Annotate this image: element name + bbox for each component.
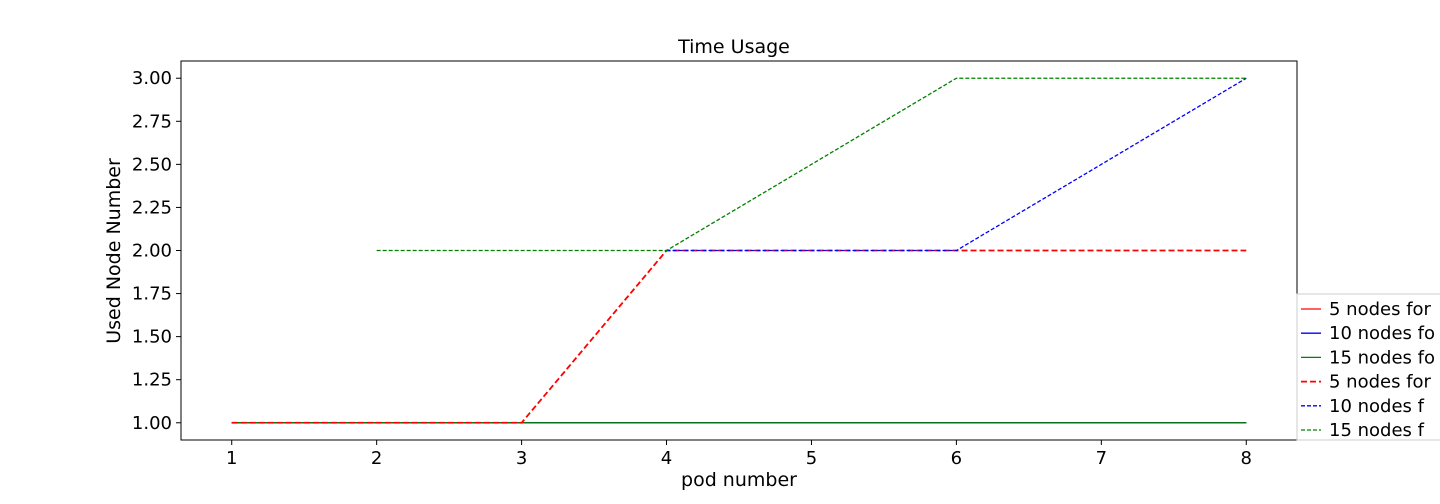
plot-area: [180, 60, 1298, 441]
legend-label-4: 5 nodes for: [1329, 372, 1432, 393]
y-tick-label: 2.25: [132, 197, 172, 218]
legend-label-5: 10 nodes f: [1329, 396, 1425, 417]
y-tick-label: 3.00: [132, 68, 172, 89]
series-layer: [231, 77, 1247, 424]
y-tick-label: 1.75: [132, 284, 172, 305]
legend-label-2: 10 nodes fo: [1329, 323, 1435, 344]
y-tick-label: 2.00: [132, 241, 172, 262]
y-tick-label: 2.75: [132, 111, 172, 132]
legend-label-6: 15 nodes f: [1329, 420, 1425, 441]
x-tick-label: 8: [1241, 448, 1252, 469]
y-axis: 1.00 1.25 1.50 1.75 2.00 2.25 2.50 2.75 3.00: [132, 68, 181, 434]
legend-frame: [1296, 293, 1440, 441]
x-axis: 1 2 3 4 5 6 7 8: [226, 440, 1252, 469]
series-line-5: [666, 77, 1247, 252]
x-tick-label: 1: [226, 448, 237, 469]
x-tick-label: 3: [516, 448, 527, 469]
legend-label-3: 15 nodes fo: [1329, 347, 1435, 368]
legend: 5 nodes for 10 nodes fo 15 nodes fo 5 nodes…: [1296, 293, 1440, 441]
x-tick-label: 5: [806, 448, 817, 469]
series-line-6: [376, 77, 1247, 252]
x-axis-label: pod number: [681, 469, 797, 491]
x-tick-label: 4: [661, 448, 672, 469]
x-tick-label: 6: [951, 448, 962, 469]
x-tick-label: 2: [371, 448, 382, 469]
series-line-4: [231, 249, 1247, 424]
x-tick-label: 7: [1096, 448, 1107, 469]
y-tick-label: 1.25: [132, 370, 172, 391]
chart-title: Time Usage: [677, 36, 790, 58]
y-tick-label: 1.50: [132, 327, 172, 348]
y-tick-label: 1.00: [132, 413, 172, 434]
legend-label-1: 5 nodes for: [1329, 299, 1432, 320]
y-axis-label: Used Node Number: [103, 158, 125, 344]
y-tick-label: 2.50: [132, 154, 172, 175]
